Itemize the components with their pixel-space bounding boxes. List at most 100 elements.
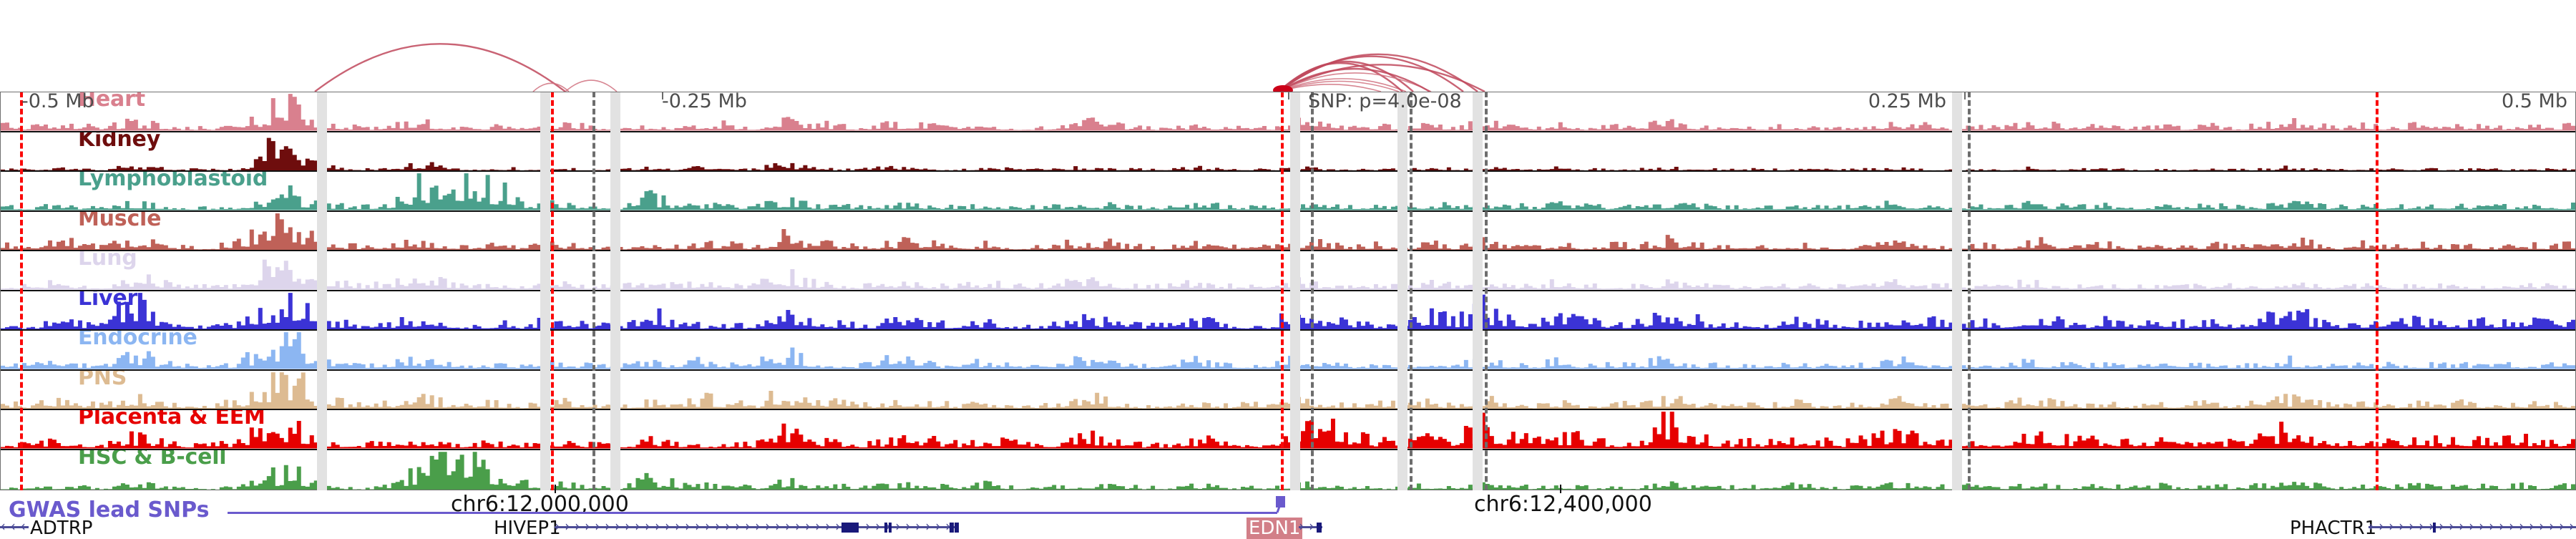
position-ruler: -0.5 Mb -0.25 Mb SNP: p=4.0e-08 0.25 Mb 0.5 …: [0, 90, 2576, 113]
signal-track-hsc-b-cell[interactable]: HSC & B-cell: [1, 450, 2575, 490]
signal-track-heart[interactable]: Heart: [1, 92, 2575, 132]
strand-arrow-icon: ›: [865, 518, 871, 535]
strand-arrow-icon: ›: [575, 518, 580, 535]
strand-arrow-icon: ›: [805, 518, 811, 535]
gene-exon: [1317, 523, 1322, 533]
strand-arrow-icon: ›: [2559, 518, 2565, 535]
signal-track-pns[interactable]: PNS: [1, 370, 2575, 410]
gwas-lead-snps-track[interactable]: GWAS lead SNPs: [0, 496, 2576, 523]
wiggle-signal: [1, 292, 2575, 329]
signal-track-muscle[interactable]: Muscle: [1, 211, 2575, 251]
strand-arrow-icon: ›: [615, 518, 620, 535]
strand-arrow-icon: ›: [815, 518, 821, 535]
gene-name-label[interactable]: ADTRP: [30, 518, 93, 539]
strand-arrow-icon: ›: [715, 518, 721, 535]
strand-arrow-icon: ›: [625, 518, 630, 535]
strand-arrow-icon: ›: [565, 518, 570, 535]
ruler-label: 0.25 Mb: [1868, 90, 1946, 112]
track-label: Endocrine: [78, 331, 197, 350]
signal-track-lung[interactable]: Lung: [1, 251, 2575, 291]
strand-arrow-icon: ›: [2539, 518, 2545, 535]
wiggle-signal: [1, 451, 2575, 490]
strand-arrow-icon: ›: [2549, 518, 2555, 535]
strand-arrow-icon: ›: [555, 518, 560, 535]
ruler-tick: [1288, 92, 1289, 99]
gene-phactr1[interactable]: PHACTR1 › › › › › › › › › › › › › › › › › › › › ›: [0, 518, 2576, 539]
track-label: Kidney: [78, 132, 161, 152]
gwas-lead-snp-marker[interactable]: [1276, 496, 1285, 508]
signal-track-liver[interactable]: Liver: [1, 291, 2575, 331]
strand-arrow-icon: ›: [825, 518, 831, 535]
gene-name-label[interactable]: PHACTR1: [2290, 518, 2377, 539]
strand-arrow-icon: ›: [2499, 518, 2504, 535]
interaction-arc: [1278, 67, 1430, 92]
gwas-lead-snps-label: GWAS lead SNPs: [9, 497, 210, 523]
strand-arrow-icon: ›: [2569, 518, 2575, 535]
strand-arrow-icon: ›: [645, 518, 650, 535]
track-label: HSC & B-cell: [78, 450, 227, 470]
gene-body-line: [2368, 526, 2576, 528]
strand-arrow-icon: ›: [2368, 518, 2374, 535]
strand-arrow-icon: ›: [785, 518, 791, 535]
gene-name-label[interactable]: EDN1: [1246, 518, 1303, 539]
strand-arrow-icon: ›: [755, 518, 761, 535]
annotation-panel: chr6:12,000,000 chr6:12,400,000 GWAS lead…: [0, 485, 2576, 539]
strand-arrow-icon: ›: [695, 518, 701, 535]
track-label: Muscle: [78, 211, 162, 231]
coordinate-label: chr6:12,400,000: [1474, 492, 1652, 517]
strand-arrow-icon: ›: [1309, 518, 1314, 535]
wiggle-signal: [1, 213, 2575, 250]
track-label: Placenta & EEM: [78, 410, 265, 429]
gene-body-line: [555, 526, 955, 528]
strand-arrow-icon: ›: [915, 518, 921, 535]
wiggle-signal: [1, 94, 2575, 131]
wiggle-signal: [1, 412, 2575, 449]
strand-arrow-icon: ›: [605, 518, 610, 535]
strand-arrow-icon: ›: [925, 518, 931, 535]
gene-exon: [955, 523, 959, 533]
strand-arrow-icon: ›: [665, 518, 670, 535]
gene-edn1[interactable]: EDN1 › ›: [0, 518, 2576, 539]
strand-arrow-icon: ›: [2409, 518, 2414, 535]
interaction-arc: [565, 79, 618, 92]
signal-track-lymphoblastoid[interactable]: Lymphoblastoid: [1, 172, 2575, 212]
strand-arrow-icon: ›: [735, 518, 741, 535]
interaction-arc: [532, 82, 570, 92]
strand-arrow-icon: ›: [2479, 518, 2484, 535]
interaction-arc: [1278, 80, 1400, 92]
strand-arrow-icon: ›: [685, 518, 691, 535]
strand-arrow-icon: ›: [765, 518, 771, 535]
ruler-tick: [662, 92, 663, 99]
strand-arrow-icon: ›: [745, 518, 751, 535]
track-label: PNS: [78, 370, 127, 390]
strand-arrow-icon: ›: [595, 518, 600, 535]
strand-arrow-icon: ›: [835, 518, 841, 535]
signal-track-kidney[interactable]: Kidney: [1, 132, 2575, 172]
gwas-snp-connector-line: [228, 512, 1277, 514]
signal-track-endocrine[interactable]: Endocrine: [1, 331, 2575, 371]
ruler-label: -0.25 Mb: [662, 90, 747, 112]
strand-arrow-icon: ›: [905, 518, 911, 535]
strand-arrow-icon: ›: [2429, 518, 2434, 535]
strand-arrow-icon: ›: [1299, 518, 1304, 535]
signal-track-placenta-eem[interactable]: Placenta & EEM: [1, 410, 2575, 450]
ruler-label: -0.5 Mb: [21, 90, 94, 112]
wiggle-signal: [1, 332, 2575, 369]
strand-arrow-icon: ›: [2529, 518, 2534, 535]
gene-adtrp[interactable]: ADTRP ‹ ‹ ‹: [0, 518, 2576, 539]
interaction-arc: [1278, 64, 1485, 92]
track-label: Lymphoblastoid: [78, 172, 268, 191]
gene-hivep1[interactable]: HIVEP1 › › › › › › › › › › › › › › › › › › › › › › › › › › › › › › › › › ›…: [0, 518, 2576, 539]
strand-arrow-icon: ›: [2399, 518, 2404, 535]
strand-arrow-icon: ›: [705, 518, 711, 535]
track-label: Heart: [78, 92, 145, 112]
coordinate-tick: [1560, 485, 1561, 493]
strand-arrow-icon: ›: [2459, 518, 2464, 535]
strand-arrow-icon: ›: [675, 518, 680, 535]
coordinate-tick: [555, 485, 556, 493]
wiggle-signal: [1, 173, 2575, 210]
gene-name-label[interactable]: HIVEP1: [494, 518, 561, 539]
strand-arrow-icon: ‹: [20, 518, 26, 535]
gene-exon: [889, 523, 892, 533]
gene-annotation-track[interactable]: ADTRP ‹ ‹ ‹ HIVEP1 › › › › › › › › › › › › › › › › › › › › › › › › › ›…: [0, 518, 2576, 539]
